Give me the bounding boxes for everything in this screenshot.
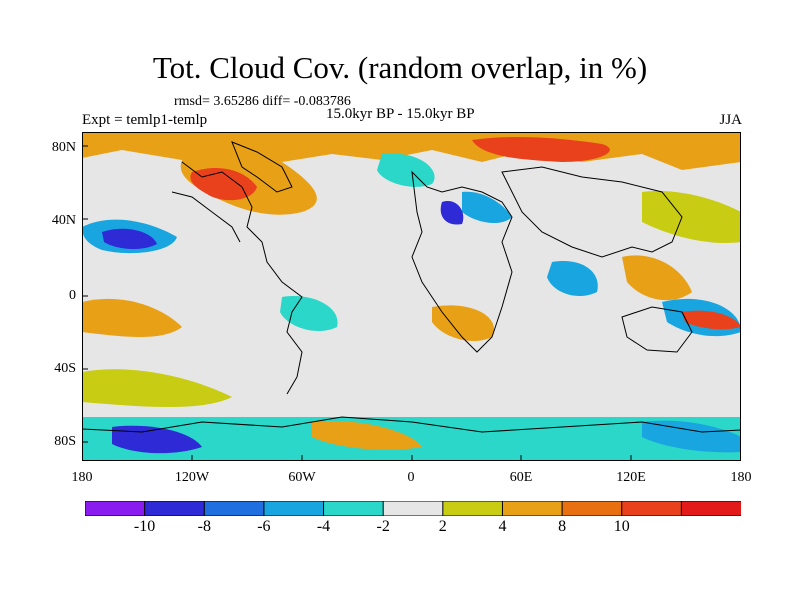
lat-label-80s: 80S: [54, 434, 76, 449]
coast-northamerica-w: [171, 191, 241, 243]
anomaly-antarctica-core-w: [112, 425, 202, 454]
lon-label-120e: 120E: [616, 470, 646, 485]
colorbar-label: 8: [558, 518, 567, 535]
colorbar-label: -2: [376, 518, 390, 535]
colorbar-swatch: [85, 501, 146, 516]
lat-label-40s: 40S: [54, 361, 76, 376]
anomaly-indianocean: [547, 261, 598, 297]
map-panel: [82, 132, 741, 461]
anomaly-spacific: [82, 298, 182, 337]
colorbar-label: 2: [438, 518, 447, 535]
colorbar-swatch: [203, 501, 265, 516]
anomaly-southamerica: [280, 296, 338, 332]
anomaly-mediterranean-core: [440, 201, 464, 225]
colorbar-swatch: [501, 501, 564, 516]
colorbar-swatch: [323, 501, 385, 516]
anomaly-southatlantic: [432, 305, 494, 342]
colorbar-label: -4: [316, 518, 331, 535]
anomaly-mediterranean: [462, 191, 512, 224]
colorbar-swatch: [621, 501, 683, 516]
lon-label-60w: 60W: [288, 470, 316, 485]
lat-label-40n: 40N: [51, 213, 76, 228]
colorbar-swatch: [680, 501, 741, 516]
colorbar-label: 10: [613, 518, 630, 535]
anomaly-indonesia: [622, 255, 692, 301]
colorbar-swatches: [85, 501, 741, 516]
lon-label-180e: 180: [730, 470, 752, 485]
experiment-label: Expt = temlp1-temlp: [82, 112, 208, 128]
anomaly-siberia-core: [472, 137, 610, 162]
anomaly-npacific-core: [102, 228, 157, 250]
anomaly-map: [82, 132, 741, 461]
colorbar-swatch: [561, 501, 623, 516]
lon-label-180w: 180: [71, 470, 93, 485]
lon-label-120w: 120W: [174, 470, 210, 485]
anomaly-tasman-core: [682, 310, 741, 330]
lon-label-0: 0: [407, 470, 415, 485]
tick-marks: [82, 145, 632, 461]
season-label: JJA: [719, 112, 742, 128]
plot-title: Tot. Cloud Cov. (random overlap, in %): [152, 50, 648, 85]
coast-africa-europe: [411, 170, 513, 353]
colorbar-label: -8: [197, 518, 211, 535]
period-label: 15.0kyr BP - 15.0kyr BP: [326, 106, 475, 122]
colorbar: [85, 501, 741, 516]
colorbar-swatch: [382, 501, 444, 516]
anomaly-southernocean-w: [82, 369, 232, 407]
coast-americas: [181, 161, 303, 395]
colorbar-swatch: [144, 501, 206, 516]
colorbar-swatch: [263, 501, 325, 516]
anomaly-field: [82, 132, 741, 461]
coast-asia: [501, 166, 683, 258]
coast-australia: [621, 306, 693, 353]
anomaly-antarctica-e: [312, 421, 422, 450]
anomaly-antarctica-se: [642, 420, 741, 453]
stats-label: rmsd= 3.65286 diff= -0.083786: [174, 94, 351, 109]
anomaly-northatlantic: [377, 153, 435, 187]
lon-label-60e: 60E: [509, 470, 533, 485]
coastlines: [82, 141, 741, 433]
coast-greenland: [231, 141, 293, 193]
lat-label-80n: 80N: [51, 140, 76, 155]
colorbar-label: 4: [498, 518, 507, 535]
colorbar-label: -6: [257, 518, 271, 535]
colorbar-label: -10: [133, 518, 156, 535]
lat-label-0: 0: [69, 288, 76, 303]
coast-antarctica: [82, 416, 741, 433]
anomaly-nwpacific: [642, 191, 741, 243]
colorbar-swatch: [442, 501, 504, 516]
